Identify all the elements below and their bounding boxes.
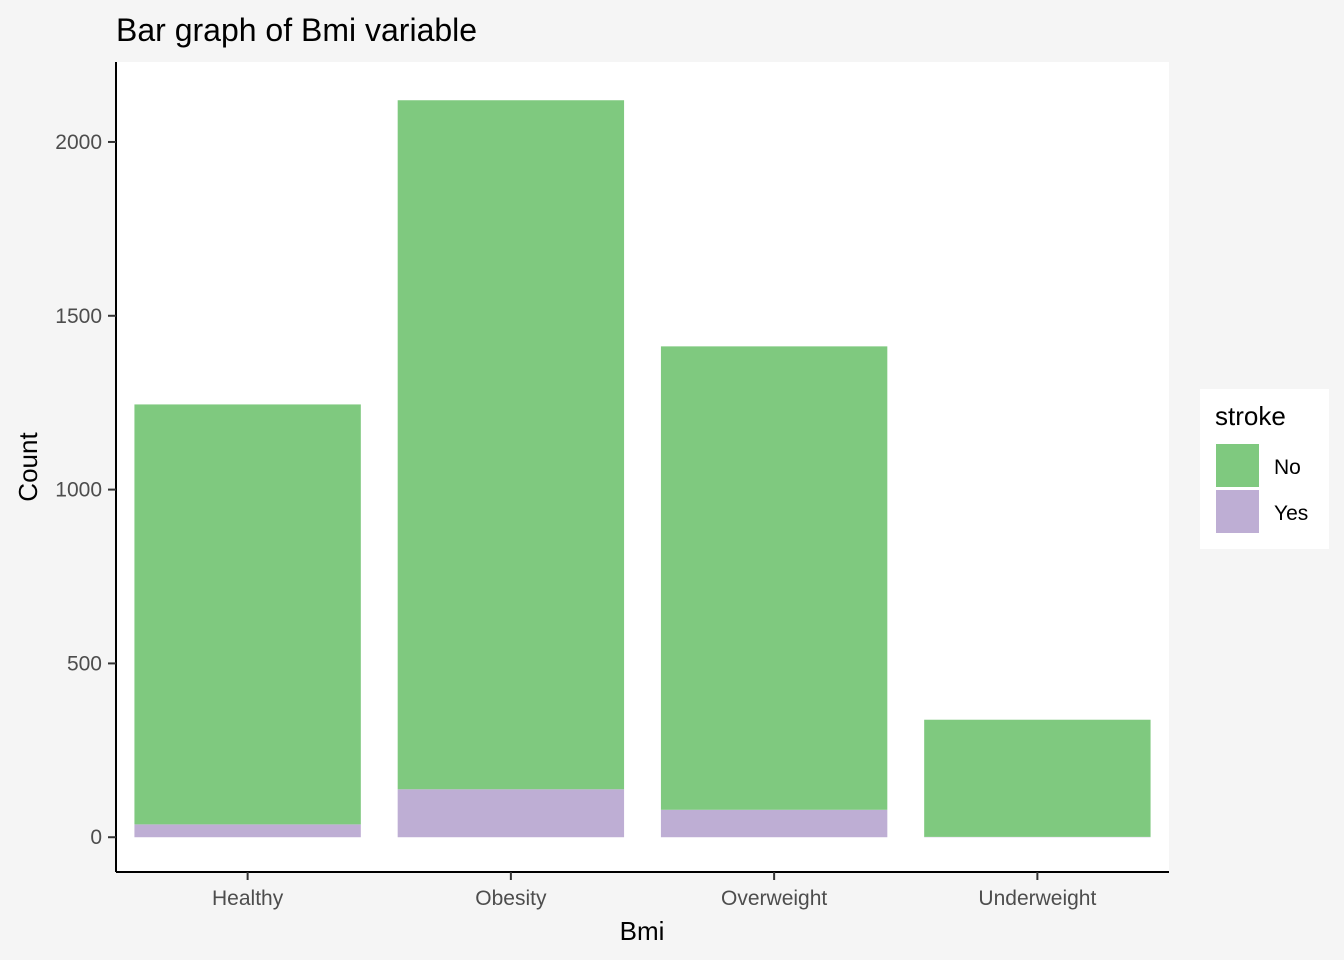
legend-label-yes: Yes	[1274, 502, 1308, 525]
legend-entries: No Yes	[1216, 444, 1308, 533]
y-tick-label-0: 0	[90, 826, 102, 849]
bar-overweight-yes	[660, 809, 888, 838]
legend-title: stroke	[1215, 401, 1286, 431]
legend-key-no	[1216, 444, 1259, 487]
x-tick-label-underweight: Underweight	[978, 887, 1096, 910]
legend-key-yes	[1216, 490, 1259, 533]
y-axis-title: Count	[13, 432, 43, 502]
bars-layer	[134, 100, 1151, 838]
bar-underweight-no	[924, 719, 1151, 837]
bar-obesity-yes	[397, 789, 625, 838]
legend-label-no: No	[1274, 456, 1301, 479]
x-tick-label-overweight: Overweight	[721, 887, 827, 910]
bar-healthy-yes	[134, 824, 361, 838]
legend: stroke No Yes	[1200, 389, 1329, 549]
bar-healthy-no	[134, 404, 361, 825]
y-axis-ticks: 0 500 1000 1500 2000	[55, 131, 116, 849]
y-tick-label-1000: 1000	[55, 479, 102, 502]
x-tick-label-obesity: Obesity	[475, 887, 547, 910]
y-tick-label-500: 500	[67, 652, 102, 675]
y-tick-label-2000: 2000	[55, 131, 102, 154]
bar-overweight-no	[660, 346, 888, 810]
x-tick-label-healthy: Healthy	[212, 887, 284, 910]
chart-title: Bar graph of Bmi variable	[116, 12, 477, 48]
x-axis-ticks: Healthy Obesity Overweight Underweight	[212, 872, 1096, 910]
bar-obesity-no	[397, 100, 625, 790]
x-axis-title: Bmi	[620, 916, 665, 946]
y-tick-label-1500: 1500	[55, 305, 102, 328]
